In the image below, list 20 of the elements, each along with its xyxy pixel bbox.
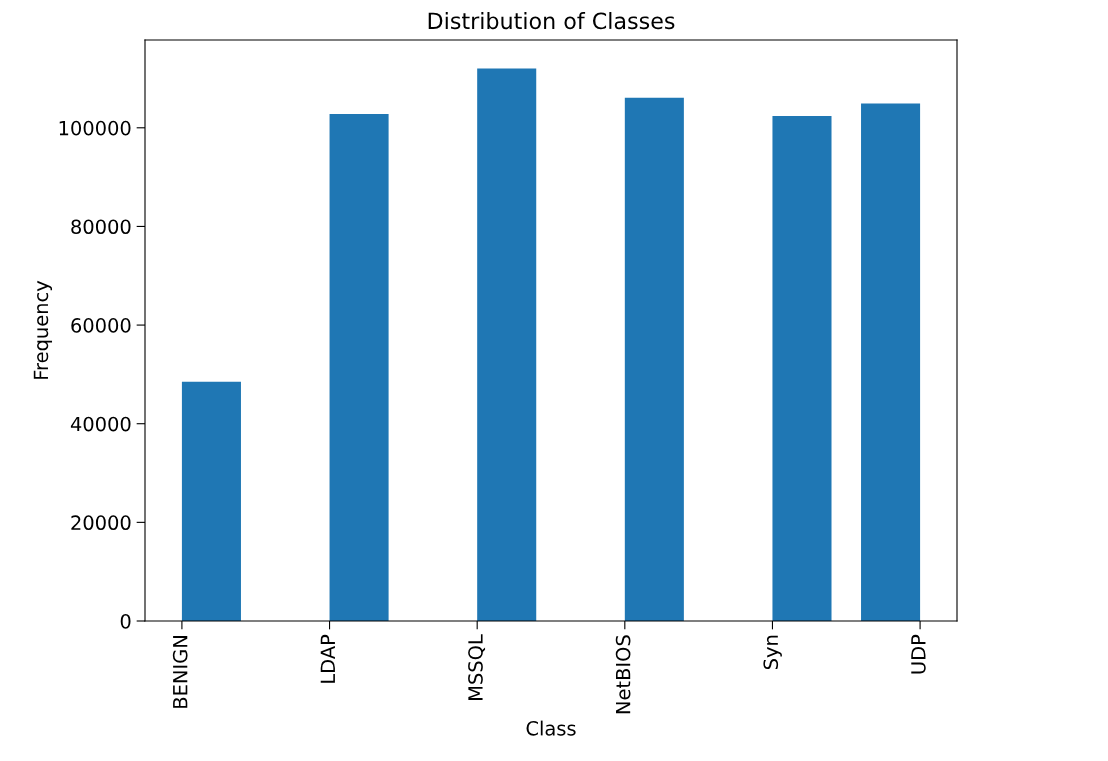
x-tick-label: NetBIOS [615, 635, 631, 714]
chart-title: Distribution of Classes [428, 12, 675, 30]
bar [772, 115, 832, 621]
y-tick-label: 60000 [71, 318, 131, 333]
bar [329, 113, 389, 621]
x-tick-label: LDAP [320, 634, 335, 683]
y-tick-label: 80000 [71, 219, 131, 235]
y-tick-label: 0 [120, 613, 131, 629]
x-tick-label: Syn [763, 635, 782, 670]
y-tick-label: 20000 [71, 515, 131, 531]
bar [624, 97, 684, 621]
bar [477, 68, 537, 621]
y-tick-label: 40000 [70, 416, 131, 432]
bar [181, 381, 241, 621]
x-tick-label: MSSQL [468, 634, 486, 700]
x-tick-label: UDP [911, 634, 926, 674]
y-axis-title: Frequency [33, 280, 53, 379]
y-tick-label: 100000 [59, 120, 131, 136]
x-axis-title: Class [526, 720, 576, 736]
x-tick-label: BENIGN [172, 636, 188, 708]
